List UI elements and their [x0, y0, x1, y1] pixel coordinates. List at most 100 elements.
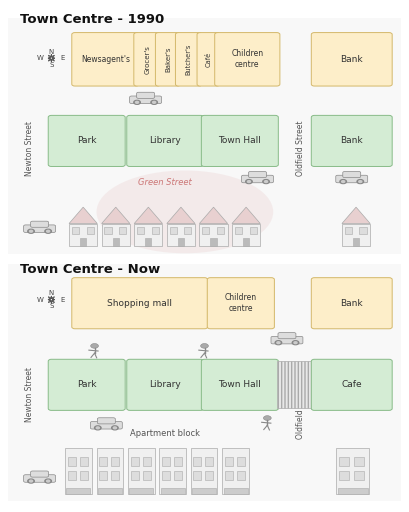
Bar — [277, 361, 310, 409]
Bar — [202, 227, 209, 234]
Bar — [353, 238, 359, 246]
Bar — [119, 227, 126, 234]
FancyBboxPatch shape — [311, 33, 392, 86]
Bar — [193, 471, 202, 480]
Text: Baker's: Baker's — [165, 47, 171, 72]
Bar — [80, 457, 88, 466]
Circle shape — [246, 180, 252, 183]
Bar — [143, 457, 151, 466]
FancyBboxPatch shape — [130, 96, 162, 103]
FancyBboxPatch shape — [31, 221, 49, 227]
Bar — [68, 471, 76, 480]
Circle shape — [47, 230, 50, 232]
Text: Oldfield Street: Oldfield Street — [296, 120, 305, 176]
FancyBboxPatch shape — [24, 475, 56, 482]
Bar — [111, 471, 119, 480]
FancyBboxPatch shape — [4, 262, 405, 503]
Bar — [98, 488, 122, 494]
FancyBboxPatch shape — [72, 33, 139, 86]
Bar — [152, 227, 159, 234]
Bar — [87, 227, 94, 234]
Text: Town Centre - 1990: Town Centre - 1990 — [20, 13, 165, 26]
Bar — [249, 227, 256, 234]
Text: Library: Library — [149, 380, 181, 389]
Text: W: W — [37, 296, 44, 303]
Bar — [145, 238, 151, 246]
Bar — [65, 447, 92, 494]
Bar — [162, 457, 170, 466]
Bar — [130, 457, 139, 466]
FancyBboxPatch shape — [127, 359, 204, 411]
Bar — [339, 471, 349, 480]
Circle shape — [45, 479, 52, 483]
Bar — [191, 447, 218, 494]
Bar — [167, 224, 195, 246]
FancyBboxPatch shape — [242, 175, 274, 183]
Circle shape — [277, 342, 280, 344]
FancyBboxPatch shape — [215, 33, 280, 86]
Text: Green Street: Green Street — [138, 178, 192, 187]
FancyBboxPatch shape — [24, 225, 56, 232]
Circle shape — [28, 229, 34, 233]
Text: Oldfield Street: Oldfield Street — [296, 383, 305, 439]
Bar — [225, 457, 233, 466]
FancyBboxPatch shape — [336, 175, 368, 183]
Bar — [72, 227, 79, 234]
Bar — [128, 447, 155, 494]
Circle shape — [135, 101, 139, 103]
Circle shape — [29, 230, 33, 232]
Text: E: E — [60, 296, 65, 303]
Polygon shape — [232, 207, 260, 224]
Text: N: N — [49, 290, 54, 296]
Bar — [237, 471, 245, 480]
Bar — [345, 227, 352, 234]
Circle shape — [153, 101, 156, 103]
Bar — [222, 447, 249, 494]
Text: Café: Café — [205, 52, 211, 67]
Circle shape — [29, 480, 33, 482]
Bar — [112, 238, 119, 246]
Bar — [130, 471, 139, 480]
FancyBboxPatch shape — [311, 115, 392, 166]
Text: Park: Park — [77, 380, 97, 389]
Polygon shape — [342, 207, 370, 224]
FancyBboxPatch shape — [278, 333, 296, 339]
Circle shape — [263, 416, 271, 420]
Text: Newton Street: Newton Street — [25, 367, 34, 422]
Text: Bank: Bank — [340, 55, 363, 64]
Text: Library: Library — [149, 136, 181, 145]
Circle shape — [294, 342, 297, 344]
FancyBboxPatch shape — [134, 33, 160, 86]
Circle shape — [134, 100, 140, 104]
FancyBboxPatch shape — [311, 359, 392, 411]
Bar — [80, 238, 86, 246]
Text: Bank: Bank — [340, 298, 363, 308]
Text: Children
centre: Children centre — [231, 49, 263, 69]
FancyBboxPatch shape — [343, 172, 361, 178]
Text: W: W — [37, 55, 44, 61]
Text: Town Centre - Now: Town Centre - Now — [20, 263, 161, 275]
Bar — [193, 457, 202, 466]
Bar — [170, 227, 177, 234]
Bar — [217, 227, 224, 234]
Circle shape — [200, 344, 209, 348]
Bar — [205, 471, 213, 480]
Circle shape — [45, 229, 52, 233]
Text: Children
centre: Children centre — [225, 293, 257, 313]
Bar — [99, 457, 107, 466]
Text: Town Hall: Town Hall — [218, 136, 261, 145]
FancyBboxPatch shape — [127, 115, 204, 166]
Text: S: S — [49, 62, 54, 68]
Text: Butcher's: Butcher's — [186, 44, 192, 75]
FancyBboxPatch shape — [31, 471, 49, 477]
Circle shape — [359, 181, 362, 182]
Text: Town Hall: Town Hall — [218, 380, 261, 389]
Bar — [97, 447, 123, 494]
Bar — [66, 488, 90, 494]
FancyBboxPatch shape — [97, 418, 115, 424]
FancyBboxPatch shape — [48, 115, 125, 166]
Bar — [210, 238, 217, 246]
FancyBboxPatch shape — [311, 278, 392, 329]
Text: Cafe: Cafe — [342, 380, 362, 389]
Bar — [99, 471, 107, 480]
